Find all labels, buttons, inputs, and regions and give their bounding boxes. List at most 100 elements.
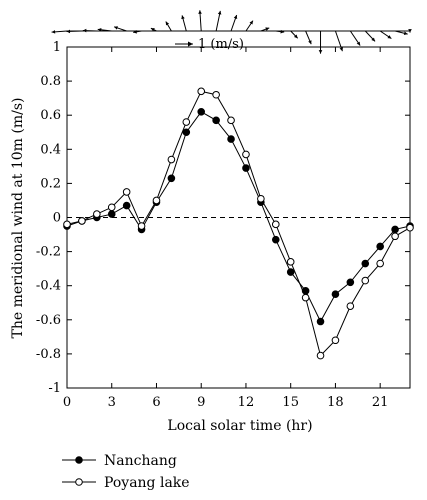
data-point-poyang-lake <box>376 259 384 268</box>
wind-vector-panel: 1 (m/s) <box>51 10 412 54</box>
data-point-poyang-lake <box>212 90 220 99</box>
data-point-poyang-lake <box>107 203 116 212</box>
wind-vector-head <box>408 29 412 33</box>
data-point-poyang-lake <box>316 351 325 360</box>
wind-vector-head <box>356 41 361 46</box>
wind-vector-head <box>181 15 185 20</box>
data-point-poyang-lake <box>167 155 176 164</box>
y-tick-label: -0.4 <box>36 279 61 294</box>
y-tick-label: 0.6 <box>40 108 61 123</box>
data-point-poyang-lake <box>271 220 280 229</box>
axis-ticks: 0 3 6 9 12 15 18 21 -1 -0.8 -0.6 -0.4 -0.2 0 0.2 0.4 0.6… <box>36 40 410 410</box>
x-tick-label: 15 <box>282 395 299 410</box>
wind-vector-head <box>318 50 323 54</box>
wind-vector-head <box>280 29 285 34</box>
plot-area <box>66 46 411 389</box>
data-point-nanchang <box>197 107 206 116</box>
data-point-poyang-lake <box>122 188 131 196</box>
data-point-nanchang <box>376 242 384 251</box>
wind-vector-head <box>233 15 238 19</box>
data-point-nanchang <box>212 116 220 125</box>
scale-arrow-head <box>188 41 193 47</box>
wind-vector-head <box>150 28 155 32</box>
wind-vector-head <box>165 21 170 26</box>
data-point-poyang-lake <box>346 302 355 310</box>
wind-vector-head <box>97 27 102 32</box>
data-point-nanchang <box>361 259 370 268</box>
series-line-nanchang <box>66 111 411 323</box>
y-tick-label: -0.2 <box>36 245 61 260</box>
data-point-nanchang <box>286 268 295 276</box>
y-tick-label: -0.8 <box>36 347 61 362</box>
y-axis-label: The meridional wind at 10m (m/s) <box>10 98 26 339</box>
data-point-nanchang <box>242 164 250 172</box>
wind-vector-head <box>133 30 137 34</box>
legend-marker-nanchang <box>75 456 83 464</box>
data-point-nanchang <box>331 290 340 299</box>
data-point-nanchang <box>107 210 116 218</box>
data-point-poyang-lake <box>242 150 250 159</box>
data-point-poyang-lake <box>361 276 370 285</box>
y-tick-label: -0.6 <box>36 313 61 328</box>
wind-vector-head <box>66 29 71 34</box>
data-point-poyang-lake <box>301 293 310 302</box>
legend-marker-poyang-lake <box>75 478 83 486</box>
x-tick-label: 9 <box>197 395 205 410</box>
data-point-poyang-lake <box>331 336 340 345</box>
legend-label-nanchang: Nanchang <box>104 453 177 469</box>
wind-vector-head <box>371 37 376 42</box>
data-point-poyang-lake <box>93 210 101 218</box>
data-point-poyang-lake <box>227 116 235 125</box>
data-point-nanchang <box>182 128 191 137</box>
wind-vector-head <box>339 47 343 52</box>
data-point-nanchang <box>271 235 280 244</box>
x-tick-label: 12 <box>238 395 255 410</box>
data-point-poyang-lake <box>137 222 146 230</box>
x-tick-label: 21 <box>372 395 389 410</box>
data-point-poyang-lake <box>286 258 295 266</box>
y-tick-label: -1 <box>48 381 61 396</box>
legend-label-poyang-lake: Poyang lake <box>104 475 190 491</box>
x-tick-label: 0 <box>63 395 71 410</box>
legend: Nanchang Poyang lake <box>62 453 190 491</box>
series-line-poyang-lake <box>66 90 411 357</box>
wind-vector-head <box>51 30 56 34</box>
wind-vector-head <box>387 35 392 39</box>
wind-vector-head <box>308 40 312 45</box>
data-point-poyang-lake <box>197 87 206 96</box>
data-point-nanchang <box>167 174 176 183</box>
wind-vector-head <box>265 27 270 31</box>
x-tick-label: 18 <box>327 395 344 410</box>
scale-label: 1 (m/s) <box>198 37 244 52</box>
data-point-nanchang <box>316 317 325 326</box>
wind-vector-head <box>114 26 118 30</box>
x-tick-label: 6 <box>152 395 160 410</box>
wind-vector <box>334 30 343 52</box>
y-tick-label: 1 <box>53 40 61 55</box>
data-point-poyang-lake <box>63 220 71 229</box>
wind-vector-head <box>249 20 253 25</box>
data-point-poyang-lake <box>152 196 161 205</box>
y-tick-label: 0.8 <box>40 74 61 89</box>
x-tick-label: 3 <box>108 395 116 410</box>
data-point-poyang-lake <box>391 232 399 241</box>
y-tick-label: 0.2 <box>40 176 61 191</box>
data-series <box>63 87 414 360</box>
y-tick-label: 0 <box>53 211 61 226</box>
data-point-nanchang <box>122 201 131 210</box>
data-point-poyang-lake <box>78 217 86 225</box>
data-point-nanchang <box>346 278 355 287</box>
wind-vector-head <box>82 28 87 33</box>
y-tick-label: 0.4 <box>40 142 61 157</box>
x-axis-label: Local solar time (hr) <box>167 418 312 434</box>
data-point-poyang-lake <box>182 118 191 126</box>
wind-vector-head <box>293 34 298 39</box>
wind-vector-head <box>403 31 408 35</box>
wind-vector-head <box>217 10 222 15</box>
data-point-poyang-lake <box>257 194 265 203</box>
data-point-nanchang <box>391 225 399 234</box>
data-point-nanchang <box>227 135 235 143</box>
data-point-poyang-lake <box>406 223 414 232</box>
wind-vector-head <box>198 10 202 14</box>
